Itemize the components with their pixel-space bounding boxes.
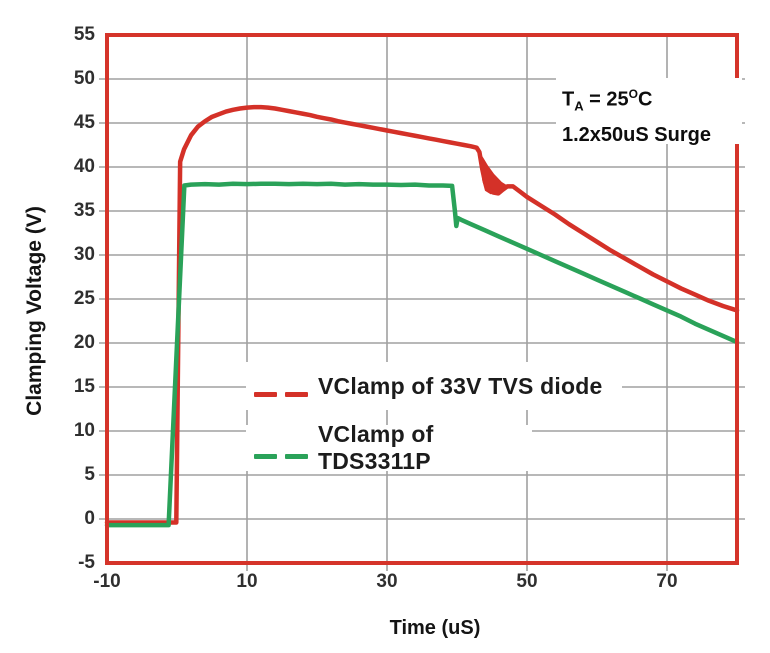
red-series-curve (104, 104, 740, 525)
green-series-curve (104, 181, 740, 528)
plot-border (105, 33, 739, 565)
